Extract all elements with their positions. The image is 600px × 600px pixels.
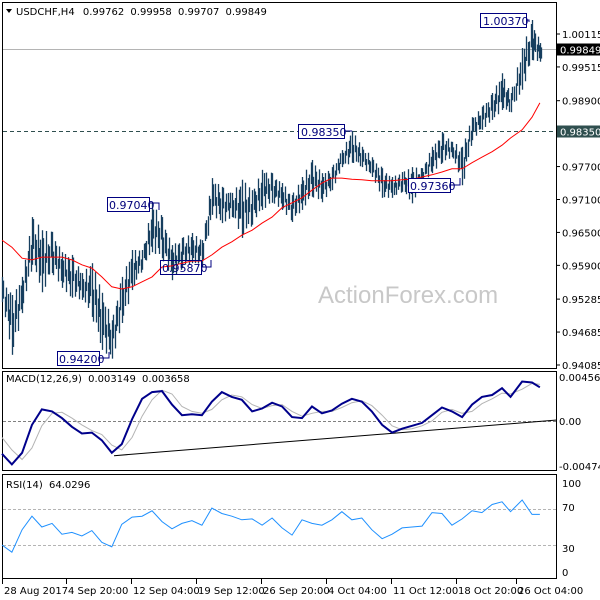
price-axis-label: 0.95285 <box>562 295 600 306</box>
price-axis-label: 0.98900 <box>562 97 600 108</box>
macd-main-line <box>1 380 541 466</box>
svg-text:1.00370: 1.00370 <box>483 15 529 28</box>
time-axis-label: 12 Sep 04:00 <box>133 586 200 597</box>
macd-title: MACD(12,26,9) 0.003149 0.003658 <box>6 374 190 385</box>
time-axis-label: 18 Oct 20:00 <box>458 586 523 597</box>
svg-text:0.99849: 0.99849 <box>560 46 600 57</box>
price-panel[interactable] <box>2 2 557 369</box>
macd-panel[interactable] <box>2 371 557 471</box>
price-axis-label: 0.97700 <box>562 163 600 174</box>
svg-text:0.97040: 0.97040 <box>109 199 155 212</box>
rsi-axis-70: 70 <box>562 503 575 514</box>
watermark: ActionForex.com <box>318 282 498 309</box>
marker-high-1.00370: 1.00370 <box>480 13 530 28</box>
svg-text:0.94200: 0.94200 <box>59 353 105 366</box>
macd-axis: 0.004567 0.00 -0.004742 <box>559 373 600 473</box>
current-price-axis-label: 0.99849 <box>557 43 600 57</box>
marker-low-0.95870: 0.95870 <box>160 260 212 275</box>
symbol-label: USDCHF,H4 <box>16 7 75 18</box>
time-axis-label: 28 Aug 2017 <box>4 586 68 597</box>
time-axis-label: 4 Oct 04:00 <box>328 586 387 597</box>
time-axis-label: 11 Oct 12:00 <box>393 586 458 597</box>
chart-header: USDCHF,H4 0.99762 0.99958 0.99707 0.9984… <box>6 7 267 18</box>
marker-low-0.97360: 0.97360 <box>408 178 461 193</box>
time-axis-label: 26 Oct 04:00 <box>518 586 583 597</box>
price-axis-label: 0.94085 <box>562 361 600 372</box>
price-axis: 1.00115 0.99515 0.98900 0.97700 0.97100 0.965… <box>557 30 600 372</box>
macd-axis-top: 0.004567 <box>559 373 600 384</box>
svg-text:0.97360: 0.97360 <box>410 180 456 193</box>
macd-axis-bottom: -0.004742 <box>559 462 600 473</box>
level-axis-label: 0.98350 <box>557 125 600 139</box>
macd-trendline[interactable] <box>113 419 557 457</box>
rsi-line <box>1 499 540 553</box>
time-axis-label: 26 Sep 20:00 <box>263 586 330 597</box>
close-value: 0.99849 <box>226 7 267 18</box>
price-axis-label: 0.96500 <box>562 228 600 239</box>
price-bars <box>1 20 543 359</box>
dropdown-triangle-icon[interactable] <box>6 9 12 13</box>
price-markers: 1.00370 0.98350 0.97360 0.97040 0.95870 … <box>57 13 530 366</box>
macd-axis-zero: 0.00 <box>559 417 581 428</box>
svg-text:0.98350: 0.98350 <box>560 128 600 139</box>
rsi-axis-100: 100 <box>562 479 581 490</box>
rsi-title: RSI(14) 64.0296 <box>6 480 90 491</box>
price-axis-label: 1.00115 <box>562 30 600 41</box>
svg-text:0.95870: 0.95870 <box>162 262 208 275</box>
open-value: 0.99762 <box>83 7 124 18</box>
price-axis-label: 0.95900 <box>562 261 600 272</box>
macd-signal-line <box>1 382 540 461</box>
low-value: 0.99707 <box>178 7 219 18</box>
price-axis-label: 0.99515 <box>562 63 600 74</box>
svg-text:USDCHF,H4 0.99762: USDCHF,H4 0.99762 0.99958 0.99707 0.9984… <box>16 7 267 18</box>
marker-low-0.94200: 0.94200 <box>57 351 110 366</box>
moving-average-line <box>1 102 541 290</box>
time-axis-label: 19 Sep 12:00 <box>198 586 265 597</box>
price-axis-label: 0.97100 <box>562 195 600 206</box>
svg-text:0.98350: 0.98350 <box>301 126 347 139</box>
high-value: 0.99958 <box>130 7 171 18</box>
marker-high-0.97040: 0.97040 <box>107 197 160 212</box>
rsi-panel[interactable] <box>2 474 557 579</box>
marker-high-0.98350: 0.98350 <box>298 124 352 139</box>
price-axis-label: 0.94685 <box>562 328 600 339</box>
time-axis-label: 4 Sep 20:00 <box>68 586 128 597</box>
rsi-axis-30: 30 <box>562 544 575 555</box>
rsi-axis-0: 0 <box>562 568 568 579</box>
rsi-axis: 100 70 30 0 <box>562 479 581 579</box>
